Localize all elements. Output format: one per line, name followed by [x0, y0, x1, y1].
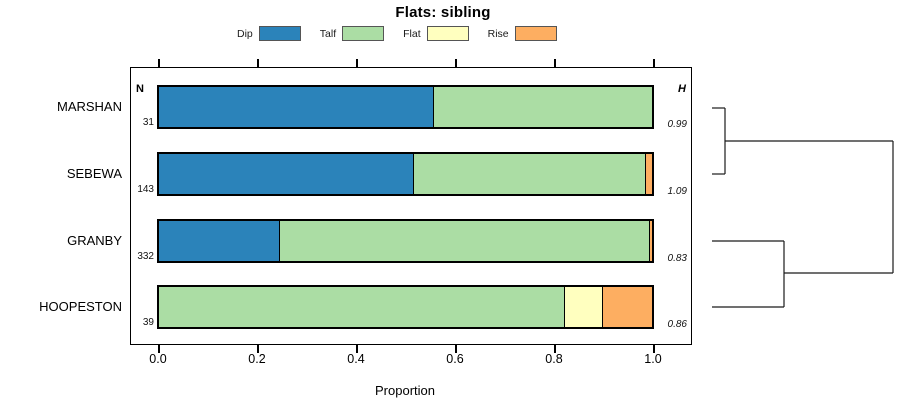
bar-segment-talf	[412, 153, 646, 194]
axis-tick-bottom	[554, 345, 556, 353]
legend-label: Rise	[487, 27, 509, 40]
h-column-header: H	[678, 83, 686, 95]
n-value: 31	[142, 117, 154, 128]
axis-tick-top	[653, 59, 655, 67]
axis-tick-top	[257, 59, 259, 67]
bar-segment-rise	[601, 287, 652, 328]
h-value: 0.99	[667, 119, 687, 130]
bar-segment-rise	[645, 153, 652, 194]
h-value: 0.83	[667, 252, 687, 264]
legend-label: Dip	[237, 27, 253, 40]
x-axis-title: Proportion	[375, 383, 435, 398]
legend-swatch-talf	[342, 26, 385, 41]
n-value: 332	[137, 250, 154, 262]
legend-item-talf: Talf	[319, 26, 385, 41]
bar-segment-talf	[279, 220, 650, 261]
category-label-granby: GRANBY	[67, 232, 122, 248]
h-value: 1.09	[667, 185, 687, 197]
bar-segment-dip	[159, 153, 413, 194]
axis-tick-bottom	[455, 345, 457, 353]
axis-tick-label: 0.4	[347, 352, 365, 366]
axis-tick-top	[455, 59, 457, 67]
axis-tick-bottom	[356, 345, 358, 353]
n-column-header: N	[136, 83, 144, 95]
stacked-bar-marshan	[157, 85, 654, 129]
stacked-bar-sebewa	[157, 151, 654, 196]
category-label-sebewa: SEBEWA	[66, 165, 122, 181]
bar-segment-dip	[159, 87, 434, 127]
axis-tick-label: 0.6	[446, 352, 464, 366]
legend-swatch-rise	[514, 26, 557, 41]
legend-item-dip: Dip	[237, 26, 301, 41]
axis-tick-bottom	[653, 345, 655, 353]
legend-item-rise: Rise	[488, 26, 557, 41]
bar-segment-rise	[649, 220, 652, 261]
axis-tick-label: 0.2	[248, 352, 266, 366]
n-value: 39	[142, 317, 154, 329]
stacked-bar-hoopeston	[157, 285, 654, 330]
axis-tick-label: 0.0	[149, 352, 167, 366]
axis-tick-label: 0.8	[545, 352, 563, 366]
stacked-bar-granby	[157, 218, 654, 263]
legend-label: Talf	[319, 27, 337, 40]
bar-segment-talf	[159, 287, 564, 328]
legend-swatch-dip	[258, 26, 301, 41]
axis-tick-top	[554, 59, 556, 67]
legend-label: Flat	[403, 27, 421, 40]
legend-swatch-flat	[426, 26, 469, 41]
bar-segment-dip	[159, 220, 280, 261]
category-label-hoopeston: HOOPESTON	[39, 299, 122, 315]
axis-tick-label: 1.0	[644, 352, 662, 366]
category-label-marshan: MARSHAN	[56, 99, 122, 114]
bar-segment-flat	[563, 287, 602, 328]
axis-tick-top	[158, 59, 160, 67]
legend-item-flat: Flat	[403, 26, 469, 41]
n-value: 143	[137, 183, 154, 195]
h-value: 0.86	[667, 319, 687, 331]
axis-tick-bottom	[158, 345, 160, 353]
axis-tick-bottom	[257, 345, 259, 353]
bar-segment-talf	[433, 87, 652, 127]
axis-tick-top	[356, 59, 358, 67]
chart-title: Flats: sibling	[395, 4, 491, 21]
legend: Dip Talf Flat Rise	[237, 26, 557, 41]
